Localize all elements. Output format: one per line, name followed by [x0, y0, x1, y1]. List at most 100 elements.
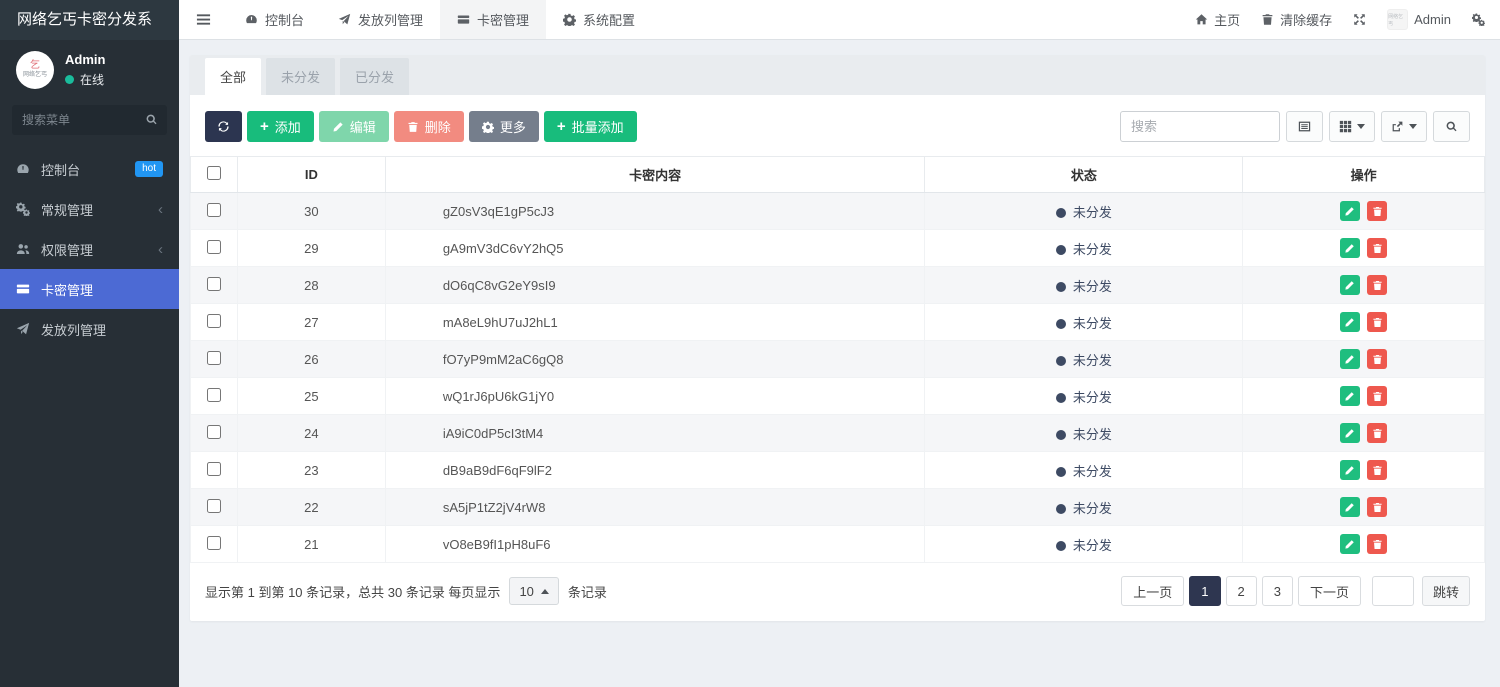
row-checkbox[interactable]	[206, 535, 221, 550]
sidebar-item-distribution[interactable]: 发放列管理	[0, 309, 179, 349]
detail-view-icon	[1298, 120, 1311, 133]
table-search-input[interactable]	[1120, 111, 1280, 142]
sidebar-menu: 控制台 hot 常规管理 ‹ 权限管理 ‹ 卡密管理 发放列管理	[0, 149, 179, 349]
table-row[interactable]: 24 iA9iC0dP5cI3tM4 未分发	[190, 414, 1485, 452]
home-button[interactable]: 主页	[1195, 10, 1240, 29]
add-button[interactable]: + 添加	[247, 111, 314, 142]
tab-cardkey[interactable]: 卡密管理	[440, 0, 547, 39]
more-button[interactable]: 更多	[468, 111, 539, 142]
tab-all[interactable]: 全部	[205, 58, 262, 95]
online-dot-icon	[65, 75, 74, 84]
prev-page-button[interactable]: 上一页	[1121, 576, 1185, 606]
row-checkbox[interactable]	[206, 387, 221, 402]
row-delete-button[interactable]	[1367, 312, 1388, 332]
menu-search-input[interactable]	[12, 105, 167, 135]
status-text: 未分发	[1072, 315, 1112, 331]
sidebar-item-permission[interactable]: 权限管理 ‹	[0, 229, 179, 269]
cardkey-table: ID 卡密内容 状态 操作 30 gZ0sV3qE1gP5cJ3 未分发 29 …	[190, 156, 1485, 563]
row-delete-button[interactable]	[1367, 497, 1388, 517]
page-button-2[interactable]: 2	[1225, 576, 1257, 606]
export-icon	[1391, 120, 1404, 133]
row-checkbox[interactable]	[206, 276, 221, 291]
jump-page-input[interactable]	[1371, 576, 1414, 606]
row-delete-button[interactable]	[1367, 201, 1388, 221]
trash-icon	[1372, 280, 1383, 291]
caret-down-icon	[1409, 124, 1417, 129]
row-delete-button[interactable]	[1367, 238, 1388, 258]
table-row[interactable]: 28 dO6qC8vG2eY9sI9 未分发	[190, 266, 1485, 304]
menu-toggle-button[interactable]	[179, 0, 228, 39]
tab-distribution[interactable]: 发放列管理	[321, 0, 440, 39]
tab-system-config[interactable]: 系统配置	[546, 0, 652, 39]
row-checkbox[interactable]	[206, 239, 221, 254]
cell-content: wQ1rJ6pU6kG1jY0	[384, 377, 926, 415]
select-all-checkbox[interactable]	[206, 166, 221, 180]
tab-undistributed[interactable]: 未分发	[266, 58, 336, 95]
row-checkbox[interactable]	[206, 461, 221, 476]
row-delete-button[interactable]	[1367, 534, 1388, 554]
batch-add-button[interactable]: + 批量添加	[543, 111, 637, 142]
row-checkbox[interactable]	[206, 424, 221, 439]
table-row[interactable]: 26 fO7yP9mM2aC6gQ8 未分发	[190, 340, 1485, 378]
tab-distributed[interactable]: 已分发	[340, 58, 410, 95]
export-button[interactable]	[1381, 111, 1427, 142]
cell-id: 25	[236, 377, 386, 415]
delete-button[interactable]: 删除	[393, 111, 464, 142]
row-edit-button[interactable]	[1339, 386, 1360, 406]
status-text: 未分发	[1072, 500, 1112, 516]
trash-icon	[1372, 206, 1383, 217]
user-menu[interactable]: 网络乞丐 Admin	[1387, 9, 1451, 30]
page-size-select[interactable]: 10	[509, 577, 559, 605]
cell-status: 未分发	[924, 192, 1244, 230]
search-submit-button[interactable]	[1433, 111, 1470, 142]
row-checkbox[interactable]	[206, 350, 221, 365]
row-edit-button[interactable]	[1339, 238, 1360, 258]
edit-button[interactable]: 编辑	[318, 111, 389, 142]
page-button-3[interactable]: 3	[1261, 576, 1293, 606]
page-button-1[interactable]: 1	[1189, 576, 1221, 606]
row-edit-button[interactable]	[1339, 460, 1360, 480]
fullscreen-button[interactable]	[1353, 13, 1366, 26]
col-header-id: ID	[236, 156, 386, 193]
next-page-button[interactable]: 下一页	[1297, 576, 1361, 606]
row-delete-button[interactable]	[1367, 423, 1388, 443]
row-edit-button[interactable]	[1339, 534, 1360, 554]
row-delete-button[interactable]	[1367, 349, 1388, 369]
columns-button[interactable]	[1329, 111, 1375, 142]
row-edit-button[interactable]	[1339, 312, 1360, 332]
sidebar-item-console[interactable]: 控制台 hot	[0, 149, 179, 189]
trash-icon	[1372, 354, 1383, 365]
row-delete-button[interactable]	[1367, 275, 1388, 295]
detail-view-button[interactable]	[1286, 111, 1323, 142]
sidebar-item-general[interactable]: 常规管理 ‹	[0, 189, 179, 229]
sidebar-item-cardkey[interactable]: 卡密管理	[0, 269, 179, 309]
settings-button[interactable]	[1472, 13, 1485, 26]
row-edit-button[interactable]	[1339, 497, 1360, 517]
table-row[interactable]: 27 mA8eL9hU7uJ2hL1 未分发	[190, 303, 1485, 341]
table-row[interactable]: 23 dB9aB9dF6qF9lF2 未分发	[190, 451, 1485, 489]
row-checkbox[interactable]	[206, 498, 221, 513]
cell-content: mA8eL9hU7uJ2hL1	[384, 303, 926, 341]
topbar-username: Admin	[1414, 12, 1451, 27]
row-edit-button[interactable]	[1339, 201, 1360, 221]
refresh-button[interactable]	[205, 111, 242, 142]
row-checkbox[interactable]	[206, 202, 221, 217]
jump-button[interactable]: 跳转	[1421, 576, 1470, 606]
cell-id: 27	[236, 303, 386, 341]
table-row[interactable]: 29 gA9mV3dC6vY2hQ5 未分发	[190, 229, 1485, 267]
table-row[interactable]: 21 vO8eB9fI1pH8uF6 未分发	[190, 525, 1485, 563]
trash-icon	[1261, 13, 1274, 26]
table-row[interactable]: 30 gZ0sV3qE1gP5cJ3 未分发	[190, 192, 1485, 230]
row-edit-button[interactable]	[1339, 423, 1360, 443]
row-delete-button[interactable]	[1367, 386, 1388, 406]
row-edit-button[interactable]	[1339, 275, 1360, 295]
row-edit-button[interactable]	[1339, 349, 1360, 369]
tab-console[interactable]: 控制台	[228, 0, 321, 39]
cell-content: dO6qC8vG2eY9sI9	[384, 266, 926, 304]
row-checkbox[interactable]	[206, 313, 221, 328]
clear-cache-button[interactable]: 清除缓存	[1261, 10, 1332, 29]
row-delete-button[interactable]	[1367, 460, 1388, 480]
table-row[interactable]: 25 wQ1rJ6pU6kG1jY0 未分发	[190, 377, 1485, 415]
table-row[interactable]: 22 sA5jP1tZ2jV4rW8 未分发	[190, 488, 1485, 526]
grid-icon	[1339, 120, 1352, 133]
